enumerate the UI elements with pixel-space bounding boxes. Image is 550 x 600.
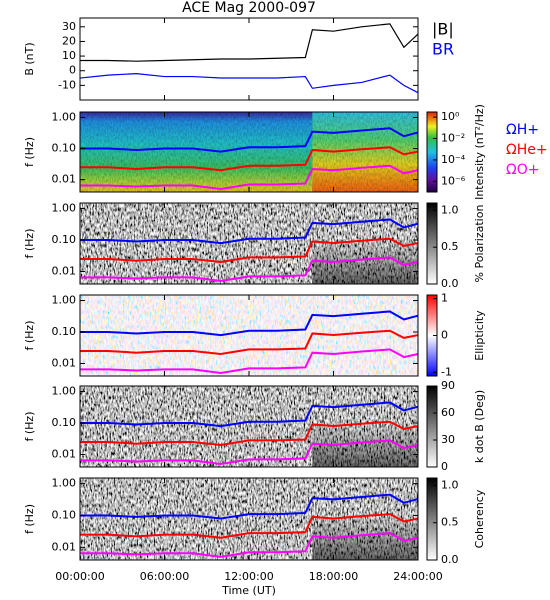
series-line xyxy=(80,493,419,520)
y-tick-label: 10 xyxy=(62,49,76,62)
y-tick-label: -10 xyxy=(58,78,76,91)
x-tick-label: 00:00:00 xyxy=(55,570,104,583)
colorbar xyxy=(426,202,438,285)
series-line xyxy=(80,146,419,172)
colorbar-tick-label: 10⁰ xyxy=(441,110,460,123)
y-tick-label: 0.10 xyxy=(52,508,77,521)
x-tick-label: 12:00:00 xyxy=(224,570,273,583)
y-axis-label: f (Hz) xyxy=(23,504,36,534)
series-line xyxy=(80,420,419,447)
colorbar-tick-label: -1 xyxy=(441,365,452,378)
colorbar-tick-label: 60 xyxy=(441,406,455,419)
legend-entry: BR xyxy=(432,40,454,59)
y-tick-label: 20 xyxy=(62,34,76,47)
y-tick-label: 0.01 xyxy=(52,264,77,277)
y-axis-label: f (Hz) xyxy=(23,229,36,259)
colorbar-tick-label: 0.5 xyxy=(441,516,459,529)
colorbar-tick-label: 10⁻⁴ xyxy=(441,153,466,166)
legend-entry: ΩO+ xyxy=(506,162,539,178)
series-line xyxy=(80,348,419,374)
spectrogram-image xyxy=(80,295,418,376)
colorbar-tick-label: 30 xyxy=(441,433,455,446)
y-tick-label: 1.00 xyxy=(52,202,77,215)
colorbar-tick-label: 10⁻⁶ xyxy=(441,174,466,187)
colorbar-label: Ellipticity xyxy=(473,310,486,361)
colorbar-tick-label: 1.0 xyxy=(441,478,459,491)
y-tick-label: 30 xyxy=(62,20,76,33)
x-tick-label: 18:00:00 xyxy=(309,570,358,583)
series-line xyxy=(80,218,419,245)
colorbar-label: k dot B (Deg) xyxy=(473,390,486,463)
series-line xyxy=(80,256,419,282)
series-line xyxy=(80,310,419,337)
y-tick-label: 0.01 xyxy=(52,447,77,460)
series-line xyxy=(80,127,419,153)
series-line xyxy=(80,23,419,62)
y-axis-label: f (Hz) xyxy=(23,321,36,351)
series-line xyxy=(80,513,419,539)
y-axis-label: f (Hz) xyxy=(23,137,36,167)
x-axis-label: Time (UT) xyxy=(221,584,276,597)
y-tick-label: 0.01 xyxy=(52,173,77,186)
x-tick-label: 06:00:00 xyxy=(140,570,189,583)
y-tick-label: 1.00 xyxy=(52,477,77,490)
y-axis-label: f (Hz) xyxy=(23,412,36,442)
colorbar-label: Coherency xyxy=(473,489,486,548)
colorbar xyxy=(426,477,438,561)
colorbar-label: Intensity (nT²/Hz) xyxy=(473,104,486,200)
colorbar-tick-label: 1 xyxy=(441,292,448,305)
y-tick-label: 0.10 xyxy=(52,416,77,429)
y-tick-label: 1.00 xyxy=(52,110,77,123)
colorbar-label: % Polarization xyxy=(473,205,486,283)
colorbar-tick-label: 0.5 xyxy=(441,240,459,253)
y-tick-label: 1.00 xyxy=(52,385,77,398)
y-tick-label: 0.01 xyxy=(52,540,77,553)
colorbar xyxy=(426,385,438,468)
x-tick-label: 24:00:00 xyxy=(393,570,442,583)
series-line xyxy=(80,439,419,465)
chart-title: ACE Mag 2000-097 xyxy=(182,0,316,16)
colorbar-tick-label: 10⁻² xyxy=(441,132,465,145)
colorbar-tick-label: 0.0 xyxy=(441,553,459,566)
y-axis-label: B (nT) xyxy=(23,42,36,75)
spectrogram-noise xyxy=(80,112,418,192)
y-tick-label: 0.10 xyxy=(52,142,77,155)
series-line xyxy=(80,164,419,190)
series-line xyxy=(79,73,419,94)
series-line xyxy=(80,329,419,356)
series-line xyxy=(80,237,419,264)
y-tick-label: 0.10 xyxy=(52,233,77,246)
legend-entry: ΩH+ xyxy=(506,122,539,138)
colorbar-tick-label: 0 xyxy=(441,460,448,473)
y-tick-label: 0 xyxy=(69,64,76,77)
legend-entry: |B| xyxy=(432,20,454,39)
colorbar-tick-label: 90 xyxy=(441,379,455,392)
colorbar-tick-label: 0 xyxy=(441,329,448,342)
colorbar xyxy=(426,111,438,193)
y-tick-label: 1.00 xyxy=(52,294,77,307)
colorbar-tick-label: 1.0 xyxy=(441,203,459,216)
y-tick-label: 0.10 xyxy=(52,325,77,338)
legend-entry: ΩHe+ xyxy=(506,142,548,158)
colorbar-tick-label: 0.0 xyxy=(441,277,459,290)
y-tick-label: 0.01 xyxy=(52,356,77,369)
series-line xyxy=(80,532,419,558)
series-line xyxy=(80,401,419,428)
